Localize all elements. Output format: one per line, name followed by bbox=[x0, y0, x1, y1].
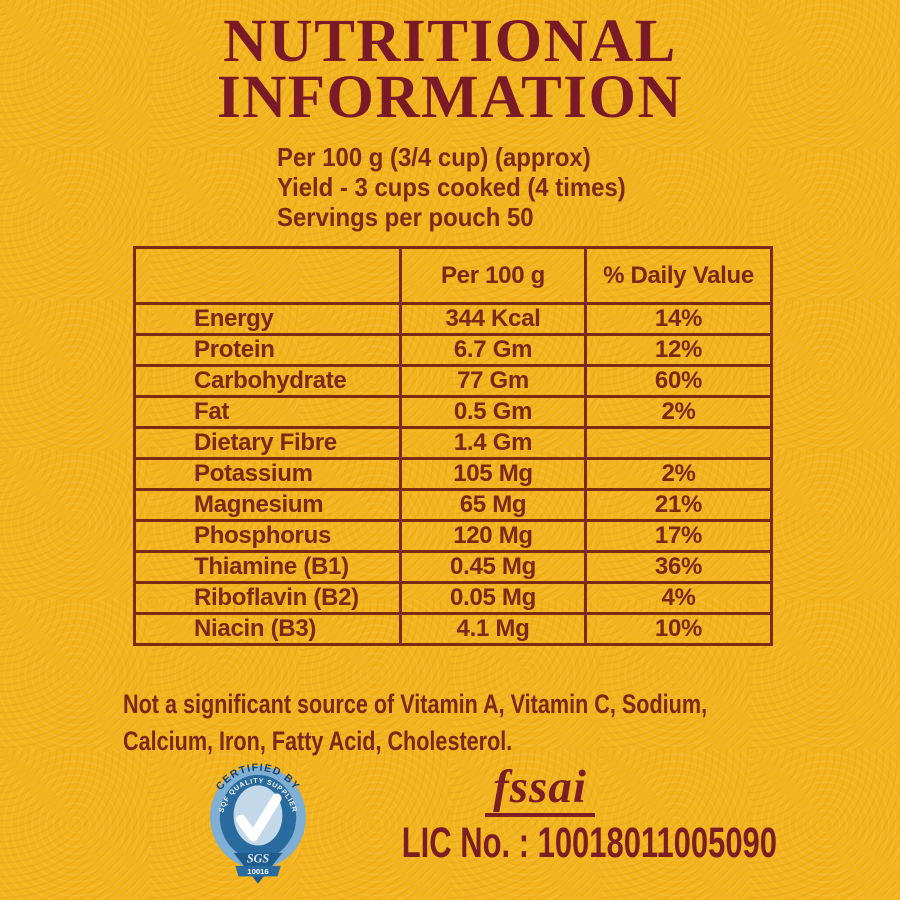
sgs-certified-badge-icon: CERTIFIED BY SQF QUALITY SUPPLIER SGS 10… bbox=[210, 762, 306, 884]
serving-info: Per 100 g (3/4 cup) (approx) Yield - 3 c… bbox=[277, 142, 626, 232]
header-per-100g: Per 100 g bbox=[399, 246, 587, 305]
serving-size-line: Per 100 g (3/4 cup) (approx) bbox=[277, 142, 591, 172]
daily-value-cell: 21% bbox=[584, 488, 773, 522]
table-row: Carbohydrate 77 Gm 60% bbox=[133, 364, 773, 398]
nutrient-label-cell: Thiamine (B1) bbox=[133, 550, 402, 584]
daily-value-cell: 4% bbox=[584, 581, 773, 615]
per-100g-cell: 120 Mg bbox=[399, 519, 587, 553]
fssai-section: fssai LIC No. : 10018011005090 bbox=[348, 762, 777, 868]
daily-value-cell: 60% bbox=[584, 364, 773, 398]
table-row: Thiamine (B1) 0.45 Mg 36% bbox=[133, 550, 773, 584]
per-100g-cell: 0.05 Mg bbox=[399, 581, 587, 615]
title-line-1: NUTRITIONAL bbox=[223, 8, 677, 75]
nutrient-label-cell: Carbohydrate bbox=[133, 364, 402, 398]
nutrient-label-cell: Protein bbox=[133, 333, 402, 367]
per-100g-cell: 344 Kcal bbox=[399, 302, 587, 336]
servings-per-pouch-line: Servings per pouch 50 bbox=[277, 202, 534, 232]
nutrition-table: Per 100 g % Daily Value Energy 344 Kcal … bbox=[133, 246, 773, 646]
footnote-line-1: Not a significant source of Vitamin A, V… bbox=[123, 689, 708, 719]
daily-value-cell: 17% bbox=[584, 519, 773, 553]
per-100g-cell: 77 Gm bbox=[399, 364, 587, 398]
nutrient-label-cell: Niacin (B3) bbox=[133, 612, 402, 646]
daily-value-cell: 2% bbox=[584, 395, 773, 429]
per-100g-cell: 6.7 Gm bbox=[399, 333, 587, 367]
table-row: Fat 0.5 Gm 2% bbox=[133, 395, 773, 429]
daily-value-cell: 14% bbox=[584, 302, 773, 336]
footnote-line-2: Calcium, Iron, Fatty Acid, Cholesterol. bbox=[123, 726, 513, 756]
per-100g-cell: 65 Mg bbox=[399, 488, 587, 522]
table-row: Dietary Fibre 1.4 Gm bbox=[133, 426, 773, 460]
header-nutrient bbox=[133, 246, 402, 305]
nutrient-label-cell: Magnesium bbox=[133, 488, 402, 522]
header-daily-value: % Daily Value bbox=[584, 246, 773, 305]
per-100g-cell: 0.5 Gm bbox=[399, 395, 587, 429]
badge-number-text: 10016 bbox=[247, 867, 268, 876]
daily-value-cell: 10% bbox=[584, 612, 773, 646]
table-row: Niacin (B3) 4.1 Mg 10% bbox=[133, 612, 773, 646]
nutrient-label-cell: Fat bbox=[133, 395, 402, 429]
table-row: Protein 6.7 Gm 12% bbox=[133, 333, 773, 367]
table-row: Riboflavin (B2) 0.05 Mg 4% bbox=[133, 581, 773, 615]
badge-org-text: SGS bbox=[247, 852, 270, 866]
checkmark-icon bbox=[236, 793, 282, 842]
fssai-logo: fssai bbox=[485, 762, 595, 818]
nutrient-label-cell: Dietary Fibre bbox=[133, 426, 402, 460]
footnote: Not a significant source of Vitamin A, V… bbox=[123, 686, 707, 760]
table-row: Energy 344 Kcal 14% bbox=[133, 302, 773, 336]
page-title: NUTRITIONAL INFORMATION bbox=[0, 8, 900, 131]
nutrient-label-cell: Phosphorus bbox=[133, 519, 402, 553]
title-line-2: INFORMATION bbox=[216, 64, 684, 131]
yield-line: Yield - 3 cups cooked (4 times) bbox=[277, 172, 626, 202]
badge-number-banner bbox=[235, 865, 281, 877]
table-header-row: Per 100 g % Daily Value bbox=[133, 246, 773, 305]
daily-value-cell bbox=[584, 426, 773, 460]
per-100g-cell: 4.1 Mg bbox=[399, 612, 587, 646]
daily-value-cell: 12% bbox=[584, 333, 773, 367]
per-100g-cell: 105 Mg bbox=[399, 457, 587, 491]
daily-value-cell: 36% bbox=[584, 550, 773, 584]
nutrient-label-cell: Riboflavin (B2) bbox=[133, 581, 402, 615]
nutrient-label-cell: Potassium bbox=[133, 457, 402, 491]
table-row: Potassium 105 Mg 2% bbox=[133, 457, 773, 491]
fssai-license-number: LIC No. : 10018011005090 bbox=[401, 819, 777, 868]
per-100g-cell: 0.45 Mg bbox=[399, 550, 587, 584]
daily-value-cell: 2% bbox=[584, 457, 773, 491]
nutrient-label-cell: Energy bbox=[133, 302, 402, 336]
per-100g-cell: 1.4 Gm bbox=[399, 426, 587, 460]
table-row: Phosphorus 120 Mg 17% bbox=[133, 519, 773, 553]
table-row: Magnesium 65 Mg 21% bbox=[133, 488, 773, 522]
